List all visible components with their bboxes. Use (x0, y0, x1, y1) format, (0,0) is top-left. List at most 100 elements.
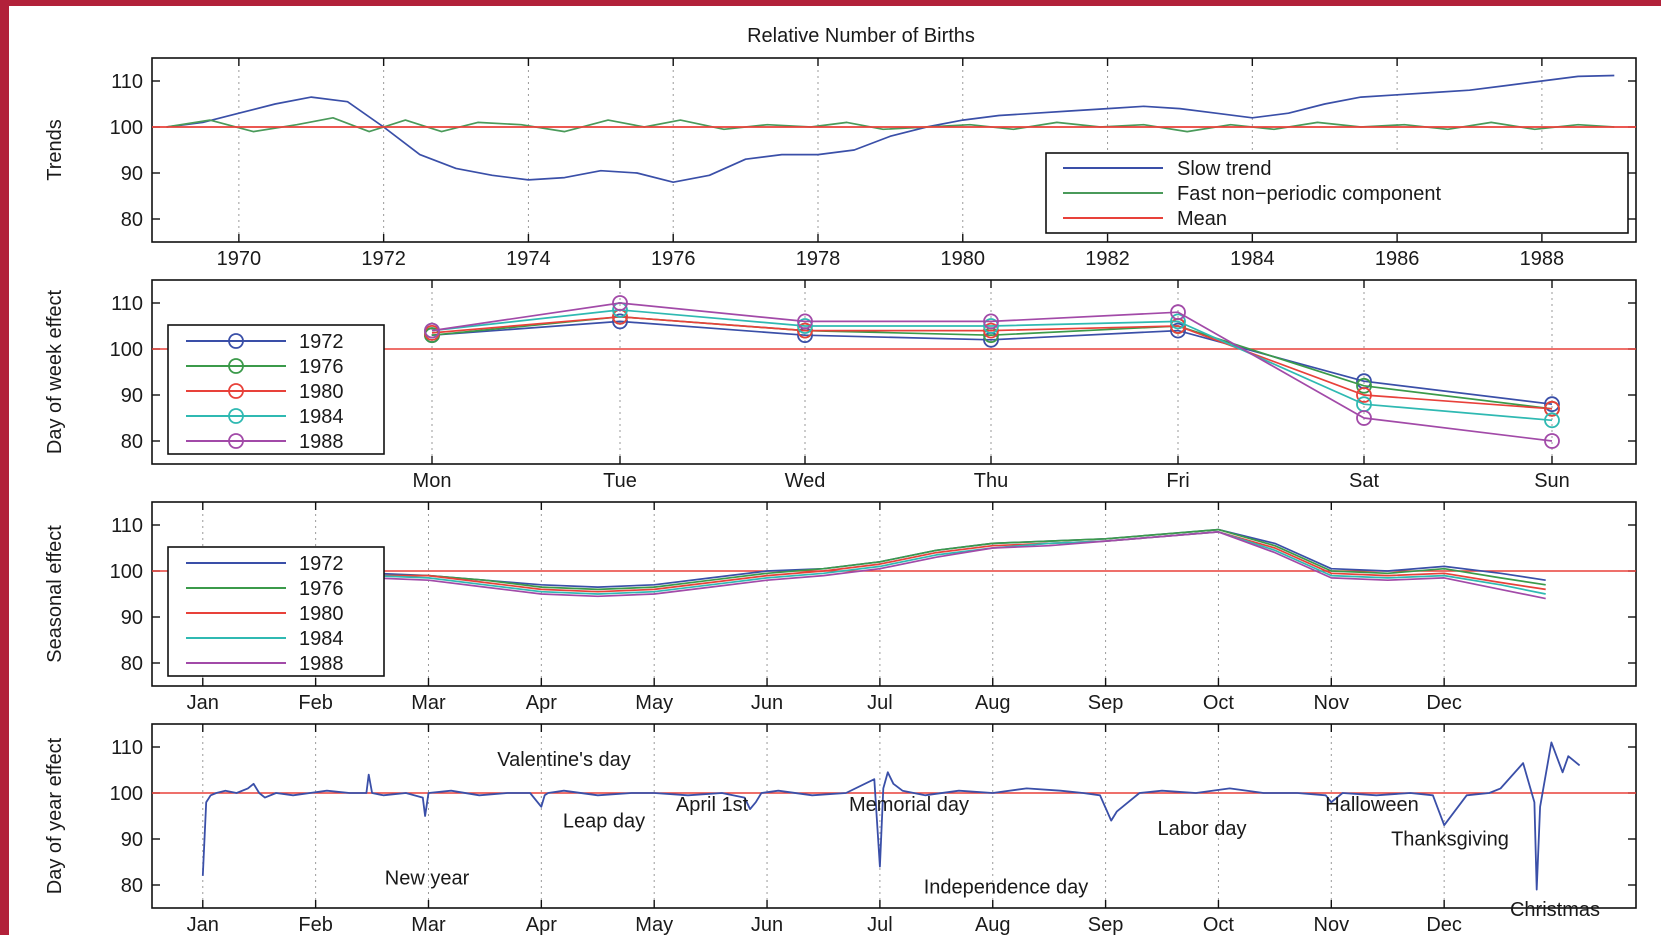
dow-legend-label: 1972 (299, 331, 344, 353)
doy-annotation: Christmas (1510, 899, 1600, 921)
doy-xtick-label: Aug (975, 914, 1011, 936)
dow-marker-1988 (424, 322, 440, 339)
doy-xtick-label: Jun (751, 914, 783, 936)
dow-legend-label: 1988 (299, 431, 344, 453)
trends-xtick-label: 1972 (361, 248, 406, 270)
dow-marker-1984 (1170, 313, 1186, 330)
trends-xtick-label: 1976 (651, 248, 696, 270)
seasonal-xtick-label: Nov (1314, 692, 1350, 714)
doy-annotation: Thanksgiving (1391, 829, 1509, 851)
dow-marker-1980 (983, 322, 999, 339)
seasonal-legend-label: 1984 (299, 628, 344, 650)
seasonal-series-1984 (202, 531, 1546, 595)
dow-series-1988 (431, 302, 1553, 442)
doy-xtick-label: Dec (1426, 914, 1462, 936)
doy-annotation: Labor day (1158, 818, 1247, 840)
seasonal-ytick-label: 100 (110, 561, 143, 583)
trends-ytick-label: 110 (111, 71, 143, 93)
doy-xtick-label: Jan (187, 914, 219, 936)
dow-legend-marker (228, 333, 244, 349)
seasonal-axes-box (151, 501, 1637, 687)
doy-annotation: Memorial day (849, 794, 969, 816)
dow-legend-box (167, 324, 385, 455)
doy-xtick-label: May (635, 914, 673, 936)
trends-xtick-label: 1986 (1375, 248, 1420, 270)
trends-xtick-label: 1988 (1520, 248, 1565, 270)
seasonal-legend-label: 1976 (299, 578, 344, 600)
doy-xtick-label: Oct (1203, 914, 1235, 936)
dow-legend-label: 1984 (299, 406, 344, 428)
doy-xtick-label: Feb (298, 914, 332, 936)
trends-legend: Slow trend Fast non−periodic component Mea… (1045, 152, 1629, 234)
trends-xtick-label: 1984 (1230, 248, 1275, 270)
doy-annotation: Halloween (1325, 794, 1418, 816)
dow-marker-1980 (1356, 387, 1372, 403)
doy-ytick-label: 90 (121, 829, 143, 851)
seasonal-ytick-label: 80 (121, 653, 143, 675)
seasonal-xtick-label: Aug (975, 692, 1011, 714)
dow-ytick-label: 80 (121, 431, 143, 453)
trends-ytick-label: 100 (110, 117, 143, 139)
dow-xtick-label: Tue (603, 470, 637, 492)
dow-series-1984 (431, 309, 1553, 422)
trends-legend-label: Fast non−periodic component (1177, 183, 1441, 205)
seasonal-xtick-label: Jun (751, 692, 783, 714)
seasonal-legend-label: 1972 (299, 553, 344, 575)
doy-panel: 80 90 100 110 Jan Feb Mar Apr May Jun Jul Aug Sep Oct… (44, 723, 1637, 936)
trends-ylabel: Trends (44, 119, 66, 181)
seasonal-legend-box (167, 546, 385, 677)
panels: 80 90 100 110 1970 1972 1974 1976 1978 1980 1982 19… (44, 57, 1637, 936)
dow-xtick-label: Wed (785, 470, 826, 492)
doy-ytick-label: 110 (111, 737, 143, 759)
dow-xtick-label: Sat (1349, 470, 1379, 492)
dow-marker-1984 (797, 318, 813, 334)
trends-xtick-label: 1970 (217, 248, 262, 270)
dow-marker-1980 (797, 322, 813, 339)
seasonal-ytick-label: 110 (111, 515, 143, 537)
dow-marker-1988 (1356, 410, 1372, 426)
dow-xtick-label: Thu (974, 470, 1008, 492)
doy-annotation: April 1st (676, 794, 749, 816)
dow-ytick-label: 90 (121, 385, 143, 407)
dow-xtick-label: Sun (1534, 470, 1570, 492)
seasonal-ytick-label: 90 (121, 607, 143, 629)
dow-marker-1988 (1544, 433, 1560, 449)
seasonal-legend-label: 1988 (299, 653, 344, 675)
dow-legend-marker (228, 358, 244, 374)
seasonal-xtick-label: May (635, 692, 673, 714)
seasonal-xtick-label: Mar (411, 692, 446, 714)
trends-ytick-label: 90 (121, 163, 143, 185)
seasonal-legend: 1972 1976 1980 1984 1988 (167, 546, 385, 677)
seasonal-series-1980 (202, 531, 1546, 593)
doy-xtick-label: Apr (526, 914, 557, 936)
doy-xtick-label: Nov (1314, 914, 1350, 936)
dow-marker-1972 (1544, 396, 1560, 413)
dow-ytick-label: 100 (110, 339, 143, 361)
dow-legend-marker (228, 383, 244, 399)
dow-legend-label: 1980 (299, 381, 344, 403)
dow-panel: 80 90 100 110 Mon Tue Wed Thu Fri Sat Sun Day of we… (44, 279, 1637, 492)
doy-ylabel: Day of year effect (44, 737, 66, 894)
seasonal-xtick-label: Apr (526, 692, 557, 714)
doy-series (201, 741, 1581, 891)
doy-annotation: Leap day (563, 811, 645, 833)
dow-xtick-label: Fri (1166, 470, 1189, 492)
dow-series-1972 (431, 320, 1553, 406)
dow-legend-label: 1976 (299, 356, 344, 378)
doy-xtick-label: Jul (867, 914, 893, 936)
doy-ytick-label: 80 (121, 875, 143, 897)
dow-axes-box (151, 279, 1637, 465)
dow-marker-1988 (1170, 304, 1186, 321)
doy-xtick-label: Sep (1088, 914, 1124, 936)
dow-marker-1988 (797, 313, 813, 330)
dow-legend-marker (228, 408, 244, 424)
trends-xtick-label: 1980 (941, 248, 986, 270)
seasonal-xtick-label: Sep (1088, 692, 1124, 714)
dow-marker-1988 (612, 295, 628, 311)
doy-annotation: Valentine's day (497, 749, 631, 771)
doy-axes-box (151, 723, 1637, 909)
seasonal-series-1976 (202, 528, 1546, 591)
dow-xtick-label: Mon (413, 470, 452, 492)
seasonal-xtick-label: Jul (867, 692, 893, 714)
